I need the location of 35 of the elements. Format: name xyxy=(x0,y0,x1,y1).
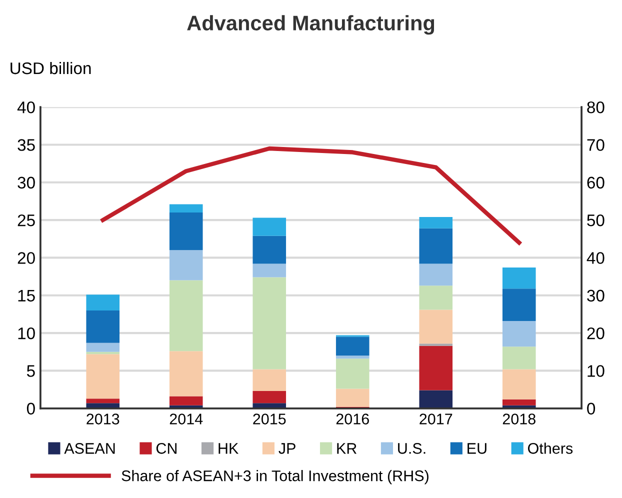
x-tick-label: 2017 xyxy=(420,414,452,424)
x-tick-label: 2016 xyxy=(336,414,369,424)
legend-label: Others xyxy=(528,442,573,454)
y-tick-label: 30 xyxy=(18,176,35,189)
y2-tick-label: 30 xyxy=(587,290,604,302)
chart-title: Advanced Manufacturing xyxy=(187,15,434,35)
x-tick-label: 2015 xyxy=(253,414,286,424)
legend-label: ASEAN xyxy=(64,443,115,454)
y-tick-label: 25 xyxy=(18,214,35,226)
legend-label: HK xyxy=(218,443,239,454)
y2-tick-label: 20 xyxy=(587,327,604,340)
legend-label: Share of ASEAN+3 in Total Investment (RHS) xyxy=(122,470,428,484)
y2-tick-label: 70 xyxy=(587,139,604,151)
y2-tick-label: 50 xyxy=(587,214,604,226)
y-tick-label: 40 xyxy=(17,101,35,114)
legend-label: KR xyxy=(337,443,356,454)
legend-label: JP xyxy=(278,443,296,454)
y2-tick-label: 60 xyxy=(587,176,604,189)
x-tick-label: 2013 xyxy=(86,414,120,424)
y-axis-title: USD billion xyxy=(10,62,91,74)
legend-label: U.S. xyxy=(398,443,426,454)
y-tick-label: 20 xyxy=(18,252,35,264)
x-tick-label: 2014 xyxy=(170,414,203,424)
y2-tick-label: 40 xyxy=(586,252,604,264)
y-tick-label: 10 xyxy=(18,327,35,340)
legend-label: EU xyxy=(468,443,486,454)
y2-tick-label: 10 xyxy=(588,365,604,377)
legend-label: CN xyxy=(156,443,176,454)
y-tick-label: 0 xyxy=(26,402,35,415)
y-tick-label: 35 xyxy=(18,139,35,151)
y-tick-label: 5 xyxy=(26,365,35,377)
x-tick-label: 2018 xyxy=(502,414,536,424)
y-tick-label: 15 xyxy=(18,290,35,302)
y2-tick-label: 80 xyxy=(587,101,604,114)
y2-tick-label: 0 xyxy=(587,402,596,415)
